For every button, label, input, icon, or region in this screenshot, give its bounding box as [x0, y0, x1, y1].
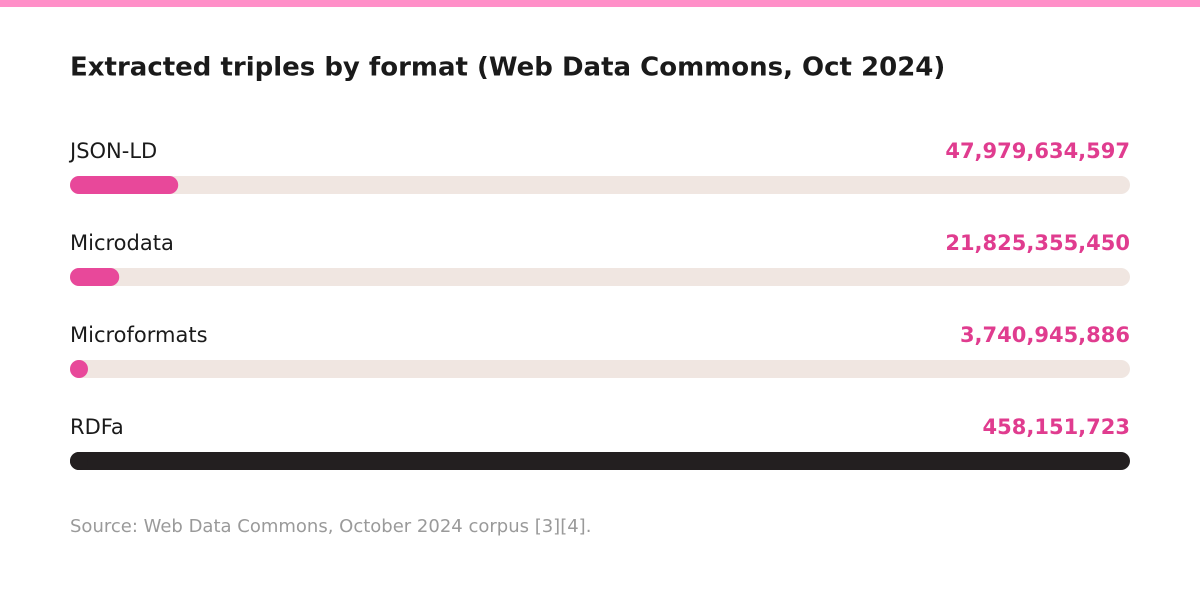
category-label: JSON-LD — [68, 139, 157, 163]
category-label: Microdata — [70, 231, 174, 255]
bar — [70, 360, 88, 378]
bar — [70, 176, 179, 194]
bar-track — [70, 176, 1130, 194]
top-strip — [0, 0, 1200, 7]
bar-track — [70, 360, 1130, 378]
category-label: RDFa — [70, 415, 124, 439]
bar — [70, 452, 88, 470]
category-label: Microformats — [70, 323, 208, 347]
value-label: 47,979,634,597 — [945, 139, 1130, 163]
value-label: 21,825,355,450 — [945, 231, 1130, 255]
chart-title: Extracted triples by format (Web Data Co… — [70, 53, 945, 83]
source-note: Source: Web Data Commons, October 2024 c… — [70, 516, 591, 537]
value-label: 458,151,723 — [983, 415, 1130, 439]
bar-track — [70, 452, 1130, 470]
bar — [70, 268, 120, 286]
bar-track — [70, 268, 1130, 286]
value-label: 3,740,945,886 — [960, 323, 1130, 347]
